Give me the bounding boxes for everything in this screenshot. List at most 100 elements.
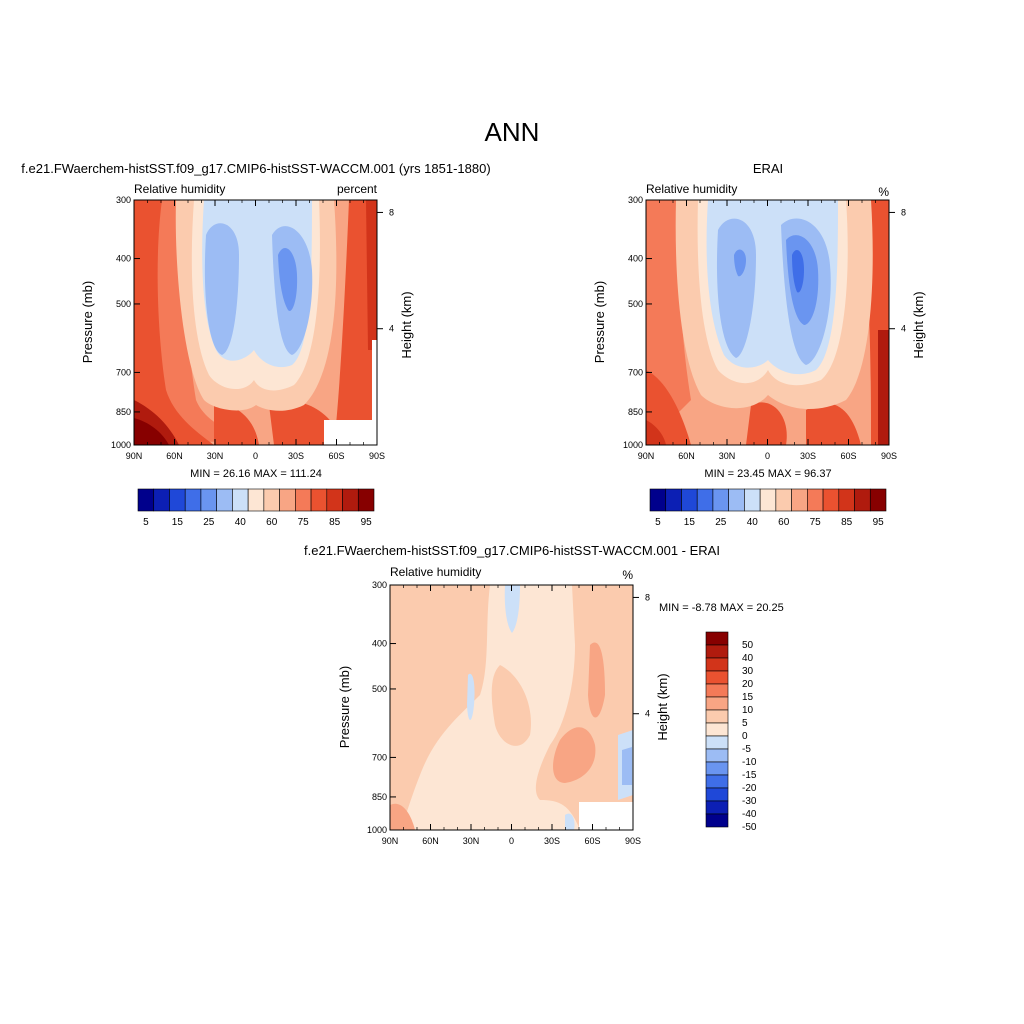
height-tick-label: 4 xyxy=(901,324,906,334)
colorbar-label: -15 xyxy=(742,770,757,781)
x-axis: 90N 60N 30N 0 30S 60S 90S xyxy=(126,200,385,461)
height-axis: 84 xyxy=(889,207,906,334)
colorbar-swatch xyxy=(705,735,729,750)
height-tick-label: 4 xyxy=(645,709,650,719)
panel-title-left: Relative humidity xyxy=(646,182,737,196)
stats-label: MIN = 26.16 MAX = 111.24 xyxy=(190,468,322,480)
colorbar-swatch xyxy=(759,488,777,512)
x-tick-label: 90N xyxy=(382,836,399,846)
colorbar-swatch xyxy=(705,774,729,789)
x-tick-label: 0 xyxy=(509,836,514,846)
y-tick-label: 850 xyxy=(628,407,643,417)
colorbar-label: -30 xyxy=(742,796,757,807)
colorbar-label: -40 xyxy=(742,809,757,820)
colorbar: 5 15 25 40 60 75 85 95 xyxy=(137,488,375,528)
colorbar-swatch xyxy=(705,813,729,828)
colorbar-swatch xyxy=(744,488,761,512)
y-tick-label: 700 xyxy=(116,367,131,377)
x-tick-label: 30S xyxy=(544,836,560,846)
colorbar-swatch xyxy=(705,709,729,724)
colorbar-swatch xyxy=(791,488,808,512)
x-tick-label: 30S xyxy=(800,451,816,461)
colorbar-swatch xyxy=(247,488,265,512)
x-tick-label: 60S xyxy=(584,836,600,846)
y-tick-label: 850 xyxy=(116,407,131,417)
colorbar-swatch xyxy=(310,488,328,512)
colorbar-swatch xyxy=(854,488,871,512)
colorbar-swatch xyxy=(705,631,729,646)
colorbar-label: -50 xyxy=(742,822,757,833)
panel-header: ERAI xyxy=(753,161,783,176)
y-tick-label: 400 xyxy=(372,639,387,649)
colorbar-swatch xyxy=(357,488,375,512)
x-tick-label: 30N xyxy=(719,451,736,461)
panel-title-left: Relative humidity xyxy=(134,182,225,196)
colorbar-swatch xyxy=(216,488,233,512)
height-tick-label: 8 xyxy=(901,207,906,217)
x-tick-label: 90N xyxy=(638,451,655,461)
contour-field xyxy=(390,585,633,830)
colorbar-swatch xyxy=(705,748,729,763)
page-title: ANN xyxy=(485,117,540,147)
height-axis-label: Height (km) xyxy=(399,291,414,358)
panel-header: f.e21.FWaerchem-histSST.f09_g17.CMIP6-hi… xyxy=(304,543,720,558)
colorbar-label: 60 xyxy=(778,517,790,528)
colorbar-label: -5 xyxy=(742,744,751,755)
colorbar-swatch xyxy=(869,488,887,512)
y-tick-label: 500 xyxy=(116,299,131,309)
colorbar-label: -20 xyxy=(742,783,757,794)
panel-title-left: Relative humidity xyxy=(390,565,481,579)
y-tick-label: 700 xyxy=(628,367,643,377)
colorbar-swatch xyxy=(263,488,280,512)
colorbar-swatch xyxy=(705,683,729,698)
y-tick-label: 500 xyxy=(628,299,643,309)
colorbar-label: 50 xyxy=(742,640,754,651)
height-axis: 84 xyxy=(377,207,394,334)
colorbar-swatch xyxy=(705,644,729,659)
y-axis-label: Pressure (mb) xyxy=(80,281,95,363)
colorbar-swatch xyxy=(705,657,729,672)
x-tick-label: 60N xyxy=(166,451,183,461)
colorbar-swatch xyxy=(295,488,312,512)
colorbar-label: 20 xyxy=(742,679,754,690)
colorbar-label: 95 xyxy=(361,517,373,528)
y-tick-label: 1000 xyxy=(623,440,643,450)
colorbar-swatch xyxy=(775,488,792,512)
colorbar: 5 15 25 40 60 75 85 95 xyxy=(649,488,887,528)
colorbar-swatch xyxy=(728,488,745,512)
x-tick-label: 60N xyxy=(422,836,439,846)
x-tick-label: 90S xyxy=(369,451,385,461)
colorbar-label: 15 xyxy=(684,517,696,528)
colorbar-swatch xyxy=(705,696,729,711)
x-tick-label: 30N xyxy=(207,451,224,461)
colorbar-swatch xyxy=(649,488,667,512)
colorbar-swatch xyxy=(712,488,729,512)
x-tick-label: 0 xyxy=(765,451,770,461)
x-tick-label: 30S xyxy=(288,451,304,461)
y-axis: 300 400 500 700 850 1000 xyxy=(623,195,652,450)
y-tick-label: 500 xyxy=(372,684,387,694)
colorbar-label: 15 xyxy=(742,692,754,703)
colorbar-swatch xyxy=(705,670,729,685)
colorbar-label: 25 xyxy=(715,517,727,528)
colorbar-swatch xyxy=(665,488,682,512)
stats-label: MIN = 23.45 MAX = 96.37 xyxy=(704,468,831,480)
x-axis: 90N 60N 30N 0 30S 60S 90S xyxy=(382,585,641,846)
colorbar-label: 85 xyxy=(329,517,341,528)
colorbar-swatch xyxy=(153,488,170,512)
x-tick-label: 90S xyxy=(881,451,897,461)
colorbar-label: 95 xyxy=(873,517,885,528)
colorbar-swatch xyxy=(705,800,729,815)
colorbar-label: 85 xyxy=(841,517,853,528)
colorbar-label: 5 xyxy=(742,718,748,729)
y-tick-label: 700 xyxy=(372,752,387,762)
height-tick-label: 8 xyxy=(389,207,394,217)
colorbar-swatch xyxy=(696,488,714,512)
panel-erai: ERAI Relative humidity % 90N 60N 30N 0 30S 60… xyxy=(592,161,926,528)
height-axis: 84 xyxy=(633,592,650,719)
y-axis: 300 400 500 700 850 1000 xyxy=(367,580,396,835)
colorbar-label: 30 xyxy=(742,666,754,677)
y-tick-label: 300 xyxy=(116,195,131,205)
